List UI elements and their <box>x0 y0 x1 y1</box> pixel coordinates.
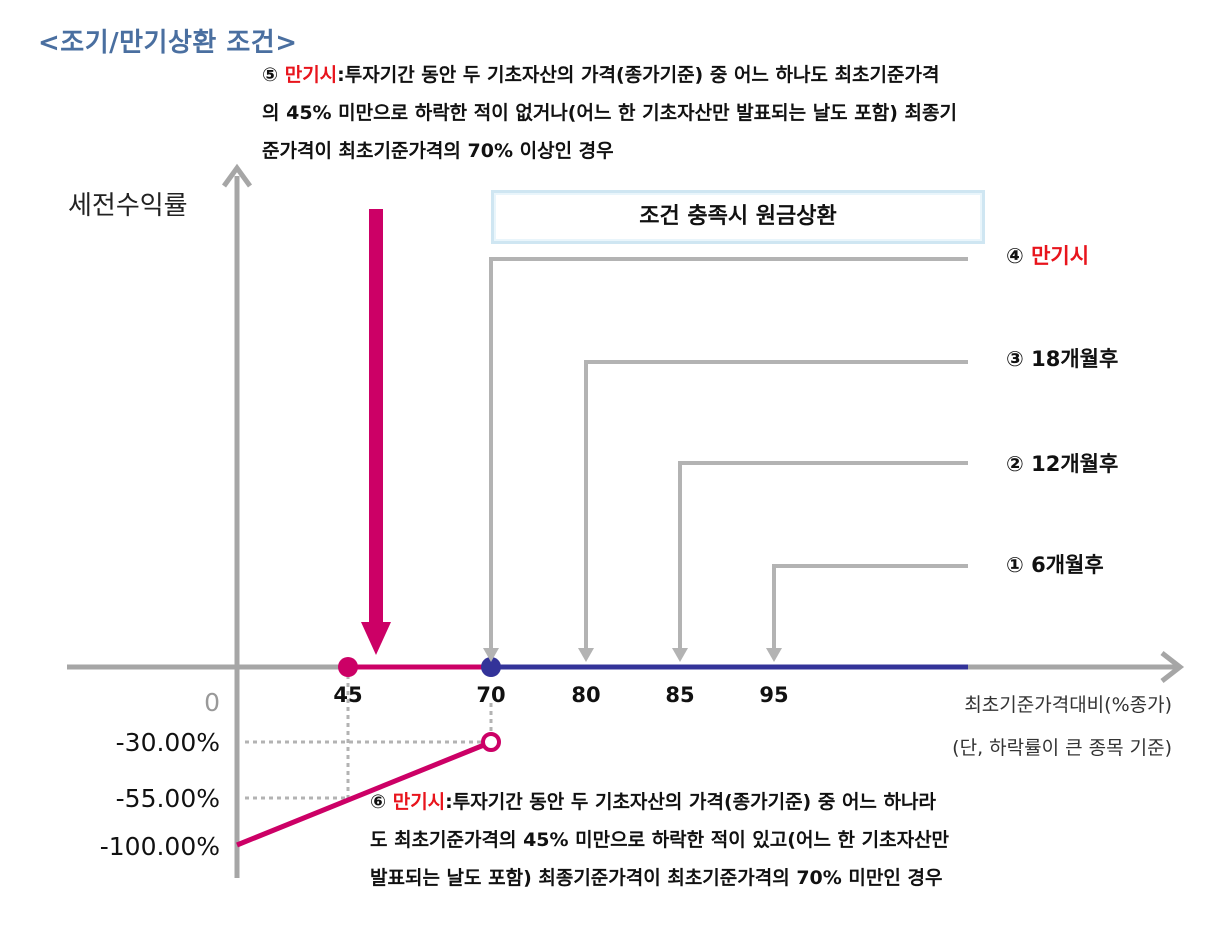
note6-line3: 발표되는 날도 포함) 최종기준가격이 최초기준가격의 70% 미만인 경우 <box>370 867 943 889</box>
y-tick-minus100: -100.00% <box>99 832 220 861</box>
x-axis-label: 최초기준가격대비(%종가) <box>964 694 1172 716</box>
bracket-12m <box>678 461 968 650</box>
bracket-arrowheads <box>483 648 782 662</box>
x-tick-85: 85 <box>665 683 695 707</box>
y-axis-arrow-icon <box>221 163 253 188</box>
note6-line1: ⑥ 만기시:투자기간 동안 두 기초자산의 가격(종가기준) 중 어느 하나라 <box>370 791 936 813</box>
stage-maturity: ④ 만기시 <box>1006 244 1090 268</box>
note5-line3: 준가격이 최초기준가격의 70% 이상인 경우 <box>262 140 614 162</box>
knockin-arrow-shaft <box>369 209 383 624</box>
point-70 <box>481 657 501 677</box>
note6-marker: ⑥ <box>370 791 387 813</box>
arrow-down-icon <box>578 648 594 662</box>
y-axis-label: 세전수익률 <box>68 191 188 221</box>
note-maturity-knockin: ⑥ 만기시:투자기간 동안 두 기초자산의 가격(종가기준) 중 어느 하나라 … <box>370 783 1160 897</box>
principal-repayment-box: 조건 충족시 원금상환 <box>491 190 985 244</box>
note5-marker: ⑤ <box>262 64 279 86</box>
arrow-down-icon <box>766 648 782 662</box>
y-tick-0: 0 <box>204 688 220 717</box>
note6-line2: 도 최초기준가격의 45% 미만으로 하락한 적이 있고(어느 한 기초자산만 <box>370 829 950 851</box>
x-tick-95: 95 <box>759 683 789 707</box>
bracket-6m <box>772 564 968 650</box>
note5-line2: 의 45% 미만으로 하락한 적이 없거나(어느 한 기초자산만 발표되는 날도… <box>262 102 957 124</box>
x-tick-45: 45 <box>333 683 363 707</box>
y-tick-minus30: -30.00% <box>115 728 220 757</box>
stage-18-months: ③ 18개월후 <box>1006 347 1119 371</box>
arrow-down-icon <box>483 648 499 662</box>
note5-line1: ⑤ 만기시:투자기간 동안 두 기초자산의 가격(종가기준) 중 어느 하나도 … <box>262 64 940 86</box>
stage-12-months: ② 12개월후 <box>1006 452 1119 476</box>
note-maturity-no-knockin: ⑤ 만기시:투자기간 동안 두 기초자산의 가격(종가기준) 중 어느 하나도 … <box>262 56 1192 170</box>
bracket-maturity <box>489 257 968 650</box>
note5-highlight: 만기시 <box>284 64 338 86</box>
page-title: <조기/만기상환 조건> <box>38 28 298 58</box>
y-tick-minus55: -55.00% <box>115 784 220 813</box>
arrow-down-icon <box>672 648 688 662</box>
x-axis-arrow-icon <box>1160 651 1185 683</box>
stage-6-months: ① 6개월후 <box>1006 553 1104 577</box>
x-axis-sublabel: (단, 하락률이 큰 종목 기준) <box>952 737 1172 759</box>
point-70-minus30-hollow <box>481 732 501 752</box>
point-45 <box>338 657 358 677</box>
x-tick-70: 70 <box>476 683 506 707</box>
note6-highlight: 만기시 <box>392 791 446 813</box>
knockin-arrow-head-icon <box>361 622 391 655</box>
stage-brackets <box>489 257 968 650</box>
loss-line <box>236 742 485 848</box>
bracket-18m <box>584 360 968 650</box>
x-tick-80: 80 <box>571 683 601 707</box>
